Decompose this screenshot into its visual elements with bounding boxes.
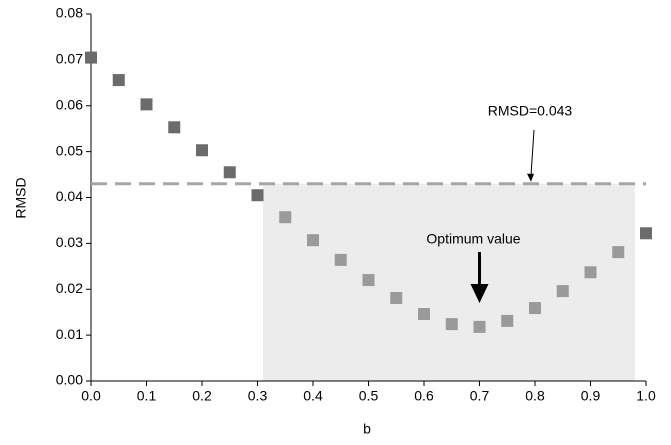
- point: [529, 302, 541, 315]
- point: [390, 291, 403, 304]
- point: [85, 51, 97, 64]
- x-tick-label: 0.9: [581, 388, 601, 404]
- point: [334, 253, 347, 266]
- annotation-arrowhead: [470, 284, 489, 303]
- point: [140, 98, 153, 111]
- point: [168, 121, 181, 134]
- x-tick-label: 0.7: [470, 388, 490, 404]
- x-axis-label: b: [363, 421, 371, 437]
- x-tick-label: 0.8: [525, 388, 545, 404]
- annotation: Optimum value: [426, 231, 520, 247]
- point: [279, 211, 292, 224]
- x-tick-label: 0.0: [81, 388, 101, 404]
- shaded-region: [263, 183, 635, 381]
- reference-arrowhead: [527, 173, 534, 182]
- point: [418, 308, 430, 321]
- y-tick-label: 0.08: [56, 5, 83, 21]
- y-tick-label: 0.07: [56, 51, 83, 67]
- point: [556, 285, 569, 298]
- point: [584, 266, 597, 279]
- x-tick-label: 0.4: [303, 388, 323, 404]
- point: [445, 318, 458, 331]
- y-tick-label: 0.06: [56, 96, 83, 112]
- x-tick-label: 0.3: [248, 388, 268, 404]
- reference-label: RMSD=0.043: [488, 103, 573, 119]
- x-tick-label: 1.0: [636, 388, 656, 404]
- point: [362, 274, 375, 287]
- point: [640, 227, 652, 240]
- y-tick-label: 0.00: [56, 372, 83, 388]
- y-tick-label: 0.02: [56, 280, 83, 296]
- x-tick-label: 0.5: [359, 388, 379, 404]
- x-tick-label: 0.1: [137, 388, 157, 404]
- point: [112, 74, 125, 87]
- x-tick-label: 0.6: [414, 388, 434, 404]
- y-tick-label: 0.03: [56, 234, 83, 250]
- point: [307, 234, 319, 247]
- y-tick-label: 0.04: [56, 188, 83, 204]
- point: [196, 144, 208, 157]
- reference-arrow: [530, 129, 535, 176]
- y-tick-label: 0.01: [56, 326, 83, 342]
- point: [223, 166, 236, 179]
- x-tick-label: 0.2: [192, 388, 212, 404]
- point: [473, 320, 486, 333]
- point: [501, 314, 514, 327]
- y-tick-label: 0.05: [56, 142, 83, 158]
- y-axis-label: RMSD: [13, 177, 29, 218]
- point: [251, 189, 264, 202]
- point: [612, 246, 625, 259]
